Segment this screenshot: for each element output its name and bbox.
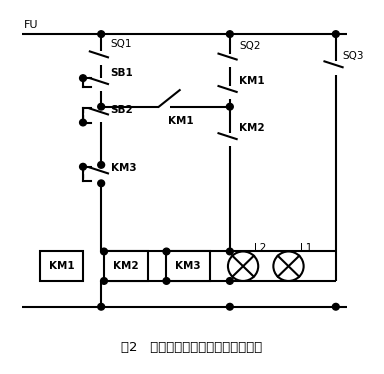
Text: KM1: KM1 [49, 261, 74, 271]
Text: SB1: SB1 [111, 68, 133, 78]
Text: SQ1: SQ1 [111, 39, 132, 49]
Bar [166, 251, 210, 281]
Circle shape [163, 248, 170, 255]
Circle shape [227, 303, 233, 310]
Circle shape [101, 278, 108, 284]
Text: KM3: KM3 [175, 261, 201, 271]
Circle shape [228, 251, 258, 281]
Text: KM2: KM2 [239, 123, 265, 133]
Text: FU: FU [23, 20, 38, 30]
Circle shape [333, 31, 339, 37]
Circle shape [98, 31, 104, 37]
Circle shape [98, 180, 104, 187]
Text: 图2   球磨机变频调速改造控制电路图: 图2 球磨机变频调速改造控制电路图 [121, 341, 263, 354]
Circle shape [273, 251, 304, 281]
Circle shape [98, 103, 104, 110]
Text: KM1: KM1 [239, 76, 265, 86]
Circle shape [98, 303, 104, 310]
Text: KM2: KM2 [113, 261, 139, 271]
Text: SB2: SB2 [111, 105, 133, 115]
Text: SQ2: SQ2 [239, 41, 261, 51]
Text: L2: L2 [255, 243, 267, 253]
Bar [104, 251, 147, 281]
Text: KM3: KM3 [111, 163, 136, 173]
Circle shape [333, 303, 339, 310]
Circle shape [227, 278, 233, 284]
Circle shape [227, 248, 233, 255]
Circle shape [79, 119, 86, 126]
Circle shape [79, 163, 86, 170]
Text: SQ3: SQ3 [343, 51, 364, 61]
Text: L1: L1 [300, 243, 312, 253]
Circle shape [227, 103, 233, 110]
Bar [40, 251, 83, 281]
Circle shape [163, 278, 170, 284]
Circle shape [227, 31, 233, 37]
Text: KM1: KM1 [168, 116, 194, 126]
Circle shape [98, 162, 104, 168]
Circle shape [101, 248, 108, 255]
Circle shape [79, 75, 86, 82]
